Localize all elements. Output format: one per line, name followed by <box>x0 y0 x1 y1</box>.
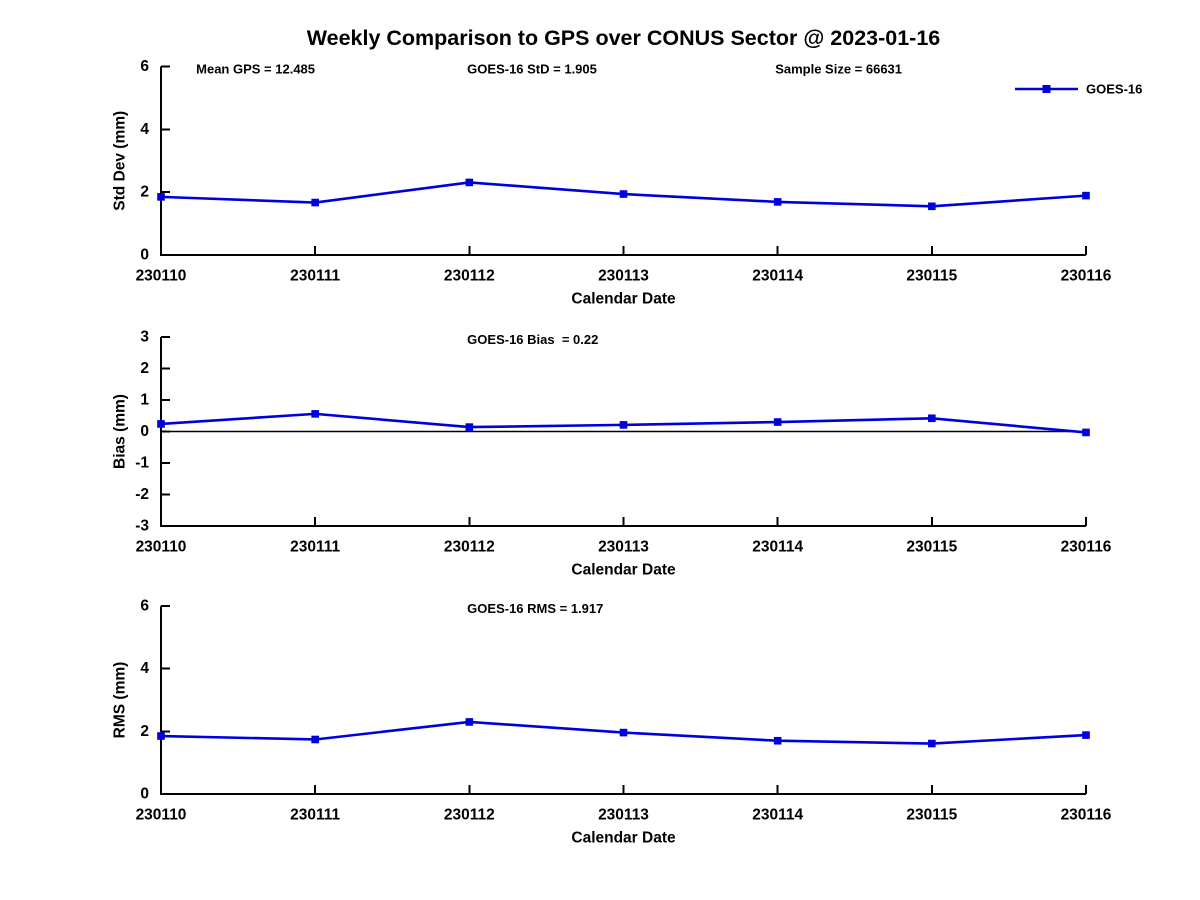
data-point-marker <box>619 728 628 737</box>
x-tick-label: 230110 <box>136 807 187 824</box>
y-tick-label: 0 <box>140 786 149 803</box>
x-tick-label: 230115 <box>906 807 957 824</box>
x-tick-label: 230112 <box>444 268 495 285</box>
x-tick-label: 230111 <box>290 807 340 824</box>
data-point-marker <box>928 202 936 211</box>
y-axis-label: Std Dev (mm) <box>112 111 129 211</box>
legend-label: GOES-16 <box>1086 82 1142 97</box>
x-axis-label: Calendar Date <box>571 291 676 308</box>
data-point-marker <box>311 198 319 207</box>
x-tick-label: 230113 <box>598 539 649 556</box>
data-point-marker <box>773 736 782 745</box>
y-tick-label: 1 <box>140 392 149 409</box>
x-tick-label: 230113 <box>598 268 649 285</box>
x-tick-label: 230112 <box>444 539 495 556</box>
y-tick-label: -1 <box>135 455 149 472</box>
x-axis-label: Calendar Date <box>571 562 676 579</box>
x-tick-label: 230114 <box>752 268 803 285</box>
data-point-marker <box>928 739 936 748</box>
y-tick-label: 3 <box>140 329 149 346</box>
y-tick-label: 6 <box>140 58 149 75</box>
data-point-marker <box>311 735 319 744</box>
data-point-marker <box>465 178 474 187</box>
data-point-marker <box>773 198 782 206</box>
x-tick-label: 230116 <box>1061 807 1112 824</box>
y-axis-label: Bias (mm) <box>112 394 129 469</box>
x-tick-label: 230116 <box>1061 539 1112 556</box>
y-tick-label: -3 <box>135 518 149 535</box>
x-tick-label: 230111 <box>290 268 340 285</box>
data-point-marker <box>1082 731 1090 739</box>
data-point-marker <box>311 410 319 418</box>
panel-rms: 0 2 4 6 230110 230111 230112 230113 230114 230115… <box>112 598 1112 847</box>
figure-title: Weekly Comparison to GPS over CONUS Sect… <box>306 26 941 50</box>
y-tick-label: 2 <box>140 184 149 201</box>
y-tick-label: 2 <box>140 723 149 740</box>
x-tick-label: 230114 <box>752 807 803 824</box>
y-tick-label: 2 <box>140 360 149 377</box>
data-point-marker <box>1082 191 1090 200</box>
data-point-marker <box>1082 428 1090 437</box>
y-tick-label: 4 <box>140 121 149 138</box>
axis-spine <box>160 66 1086 256</box>
x-tick-label: 230115 <box>906 539 957 556</box>
y-tick-label: 6 <box>140 598 149 615</box>
data-point-marker <box>773 418 782 426</box>
legend: GOES-16 <box>1015 82 1142 97</box>
y-tick-label: 0 <box>140 423 149 440</box>
data-point-marker <box>928 414 936 423</box>
data-point-marker <box>619 190 628 198</box>
data-point-marker <box>465 423 474 431</box>
data-point-marker <box>157 193 165 201</box>
x-tick-label: 230116 <box>1061 268 1112 285</box>
x-tick-label: 230110 <box>136 268 187 285</box>
y-tick-label: -2 <box>135 486 149 503</box>
annotation-text: Sample Size = 66631 <box>775 62 902 77</box>
data-point-marker <box>157 732 165 740</box>
annotation-text: GOES-16 StD = 1.905 <box>467 62 597 77</box>
annotation-text: GOES-16 Bias = 0.22 <box>467 332 598 347</box>
data-point-marker <box>157 420 165 428</box>
panel-bias: -3 -2 -1 0 1 2 3 230110 230111 230112 230113 230114… <box>112 329 1112 579</box>
x-axis-label: Calendar Date <box>571 830 676 847</box>
annotation-text: GOES-16 RMS = 1.917 <box>467 601 603 616</box>
x-tick-label: 230111 <box>290 539 340 556</box>
legend-marker <box>1042 85 1051 93</box>
y-tick-label: 0 <box>140 247 149 264</box>
y-tick-label: 4 <box>140 660 149 677</box>
x-tick-label: 230110 <box>136 539 187 556</box>
x-tick-label: 230115 <box>906 268 957 285</box>
x-tick-label: 230112 <box>444 807 495 824</box>
x-tick-label: 230114 <box>752 539 803 556</box>
annotation-text: Mean GPS = 12.485 <box>196 62 315 77</box>
axis-spine <box>160 606 1086 795</box>
data-point-marker <box>619 421 628 429</box>
data-point-marker <box>465 718 474 726</box>
x-tick-label: 230113 <box>598 807 649 824</box>
panel-std-dev: 0 2 4 6 230110 230111 230112 230113 230114 230115… <box>112 58 1143 308</box>
y-axis-label: RMS (mm) <box>112 662 129 739</box>
